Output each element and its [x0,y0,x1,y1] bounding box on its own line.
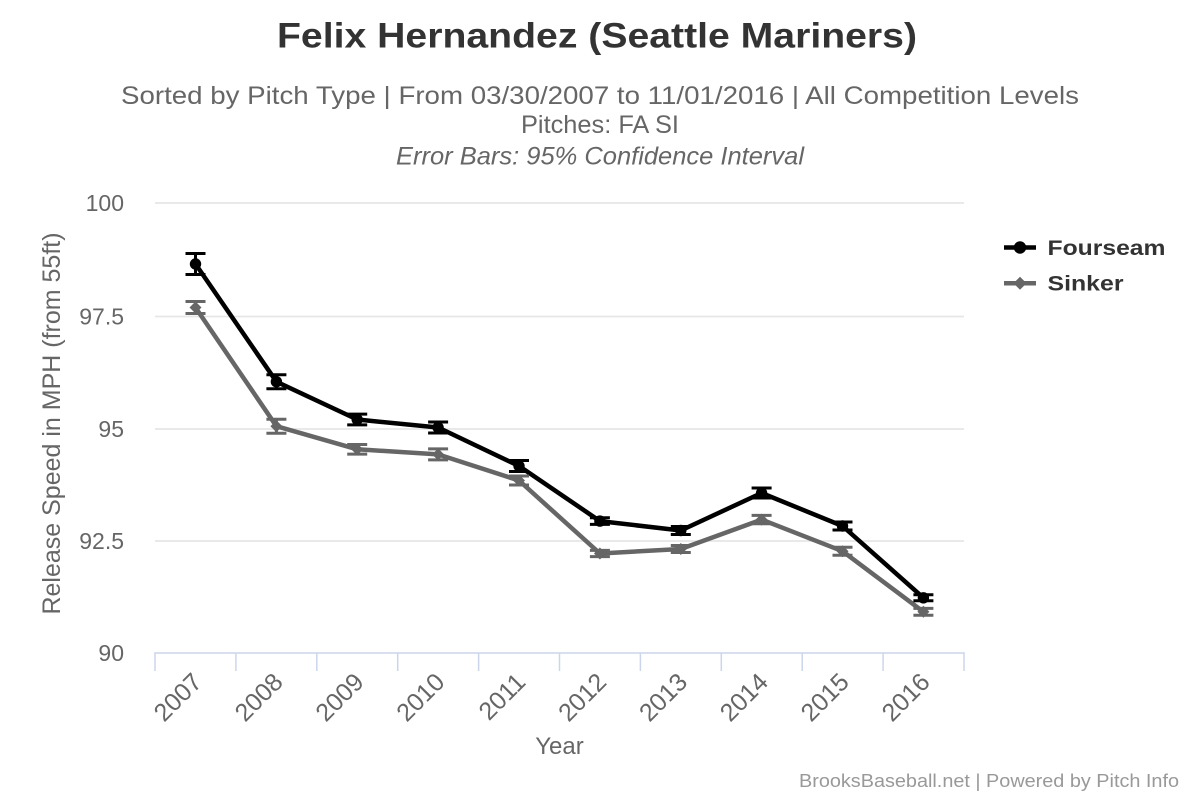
svg-text:Year: Year [535,733,584,760]
svg-text:Pitches: FA SI: Pitches: FA SI [521,111,679,139]
svg-text:90: 90 [98,640,124,666]
svg-text:95: 95 [98,416,124,442]
svg-text:Fourseam: Fourseam [1048,237,1166,260]
svg-text:Error Bars: 95% Confidence Int: Error Bars: 95% Confidence Interval [396,143,805,171]
svg-text:Release Speed in MPH (from 55f: Release Speed in MPH (from 55ft) [38,232,66,614]
svg-text:92.5: 92.5 [79,528,124,554]
svg-text:Felix Hernandez (Seattle Marin: Felix Hernandez (Seattle Mariners) [277,16,917,55]
svg-text:BrooksBaseball.net | Powered b: BrooksBaseball.net | Powered by Pitch In… [799,770,1179,791]
svg-text:Sorted by Pitch Type | From 03: Sorted by Pitch Type | From 03/30/2007 t… [121,82,1079,110]
svg-text:100: 100 [86,190,124,216]
svg-text:97.5: 97.5 [79,304,124,330]
svg-text:Sinker: Sinker [1048,273,1124,296]
